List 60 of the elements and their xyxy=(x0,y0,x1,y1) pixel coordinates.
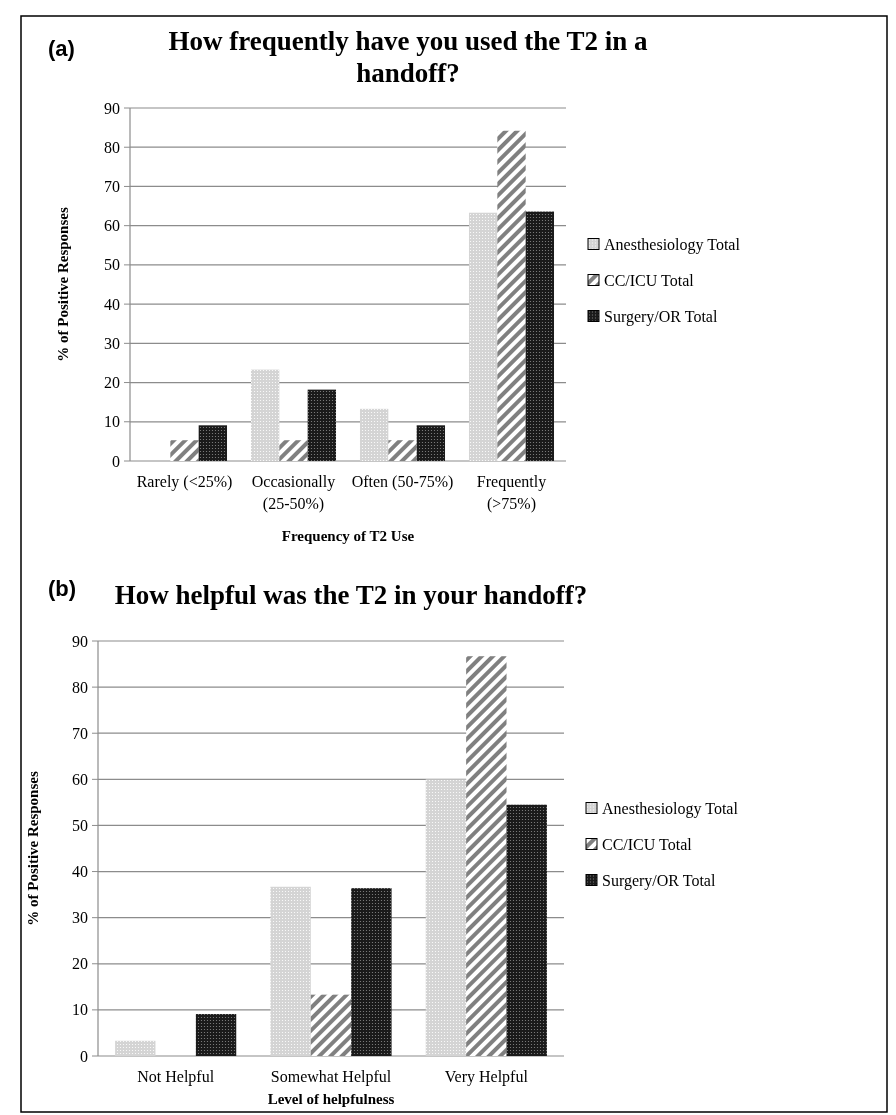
bar xyxy=(416,425,446,461)
x-tick-label: Occasionally (25-50%) xyxy=(251,473,336,513)
x-tick-label: Not Helpful xyxy=(137,1068,215,1086)
bar xyxy=(310,994,352,1056)
x-tick-label: Very Helpful xyxy=(444,1068,529,1086)
x-tick-label: Rarely (<25%) xyxy=(136,473,233,491)
y-tick-label: 70 xyxy=(104,178,120,196)
bar xyxy=(506,804,547,1056)
chart-title: How frequently have you used the T2 in a handoff? xyxy=(168,26,649,88)
legend-label: Anesthesiology Total xyxy=(602,800,739,819)
y-tick-label: 50 xyxy=(72,817,88,835)
y-tick-label: 80 xyxy=(72,678,88,696)
y-tick-label: 40 xyxy=(72,863,88,881)
y-tick-label: 90 xyxy=(72,632,88,650)
bar xyxy=(351,888,392,1056)
chart-title: How helpful was the T2 in your handoff? xyxy=(114,580,588,610)
y-tick-label: 20 xyxy=(104,374,120,392)
bar xyxy=(388,440,417,461)
text: (b) xyxy=(48,576,77,601)
legend-label: Surgery/OR Total xyxy=(604,308,718,327)
y-tick-label: 80 xyxy=(104,138,120,156)
legend-label: CC/ICU Total xyxy=(602,836,693,854)
x-axis-title: Frequency of T2 Use xyxy=(281,528,415,544)
bar xyxy=(170,440,199,461)
bar xyxy=(359,408,389,461)
bar xyxy=(279,440,308,461)
y-tick-label: 70 xyxy=(72,724,88,742)
legend-label: Anesthesiology Total xyxy=(604,236,741,255)
y-tick-label: 30 xyxy=(104,334,120,352)
x-tick-label: Frequently (>75%) xyxy=(476,473,547,513)
bar xyxy=(425,779,467,1056)
y-tick-label: 10 xyxy=(104,413,120,431)
text: (a) xyxy=(48,36,75,61)
y-axis-title: % of Positive Responses xyxy=(55,207,71,362)
bar xyxy=(270,886,311,1056)
bar xyxy=(525,211,555,461)
bar xyxy=(466,656,507,1056)
legend-label: Surgery/OR Total xyxy=(602,872,716,891)
y-axis-title: % of Positive Responses xyxy=(25,771,41,926)
bar xyxy=(497,130,526,461)
y-tick-label: 40 xyxy=(104,295,120,313)
y-tick-label: 10 xyxy=(72,1001,88,1019)
x-tick-label: Often (50-75%) xyxy=(351,473,454,491)
y-tick-label: 60 xyxy=(104,217,120,235)
bar xyxy=(195,1014,237,1056)
legend-label: CC/ICU Total xyxy=(604,272,695,290)
y-tick-label: 60 xyxy=(72,770,88,788)
y-tick-label: 0 xyxy=(80,1047,88,1065)
bar xyxy=(115,1040,156,1056)
bar xyxy=(307,389,337,461)
y-tick-label: 30 xyxy=(72,909,88,927)
y-tick-label: 90 xyxy=(104,99,120,117)
y-tick-label: 50 xyxy=(104,256,120,274)
x-tick-label: Somewhat Helpful xyxy=(270,1068,392,1086)
y-tick-label: 0 xyxy=(112,452,120,470)
bar xyxy=(198,425,228,461)
y-tick-label: 20 xyxy=(72,955,88,973)
bar xyxy=(250,369,280,461)
bar xyxy=(468,212,498,461)
x-axis-title: Level of helpfulness xyxy=(267,1091,395,1107)
